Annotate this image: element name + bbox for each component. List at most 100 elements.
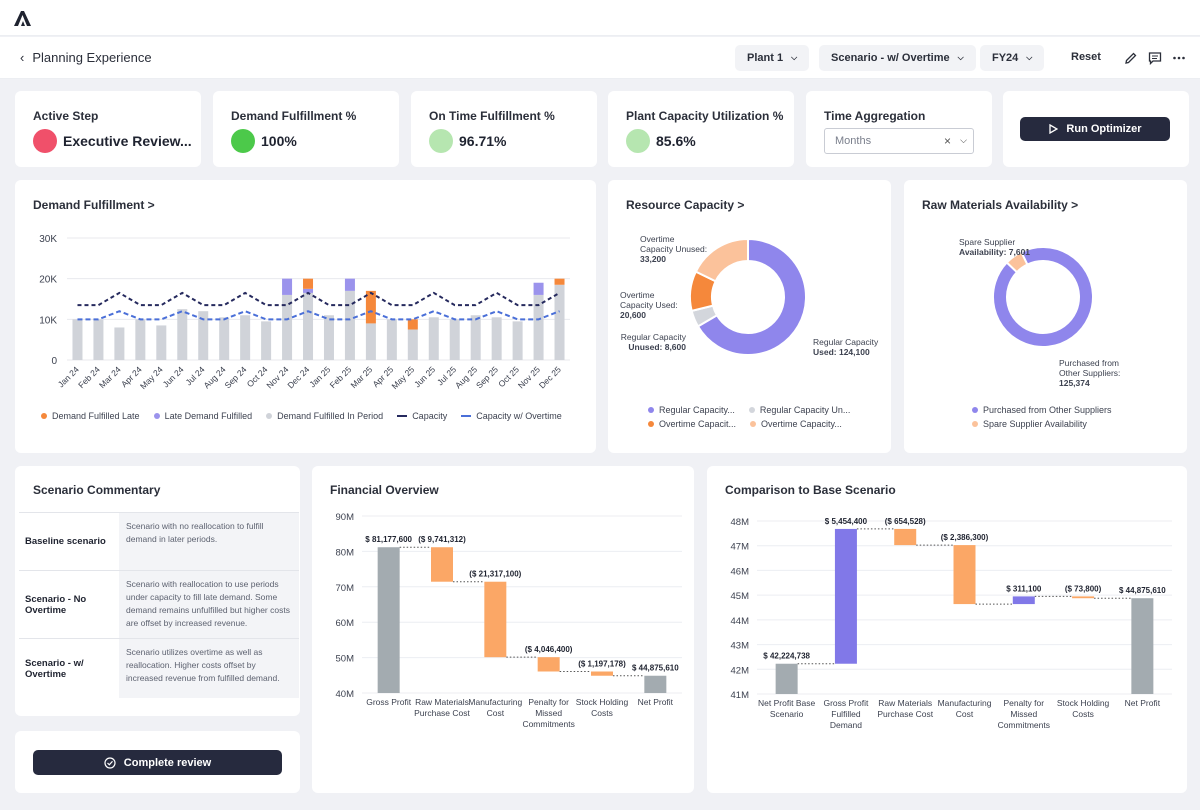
data-label: ($ 73,800): [1065, 584, 1102, 593]
x-tick-label: Penalty for: [528, 697, 569, 707]
capacity-util-value: 85.6%: [656, 133, 696, 149]
year-select[interactable]: FY24 ⌵: [980, 45, 1045, 71]
legend-marker: [648, 421, 654, 427]
chevron-down-icon[interactable]: ⌵: [960, 135, 967, 145]
legend-marker: [41, 413, 47, 419]
slice-label: Regular Capacity: [621, 332, 687, 342]
bar-in-period: [449, 319, 460, 360]
run-optimizer-button[interactable]: Run Optimizer: [1020, 117, 1170, 141]
waterfall-bar: [644, 675, 667, 693]
legend-label: Regular Capacity Un...: [759, 405, 851, 415]
complete-review-card: Complete review: [15, 731, 300, 793]
on-time-card: On Time Fulfillment % 96.71%: [411, 91, 597, 167]
legend-item[interactable]: Capacity: [397, 411, 447, 421]
legend-item[interactable]: Demand Fulfilled In Period: [266, 411, 383, 421]
x-tick-label: Costs: [1072, 709, 1094, 719]
slice-label: Overtime: [620, 290, 655, 300]
slice-label: Capacity Used:: [620, 300, 678, 310]
legend-item[interactable]: Regular Capacity...: [648, 405, 735, 415]
bar-in-period: [554, 284, 565, 360]
legend-item[interactable]: Demand Fulfilled Late: [41, 411, 140, 421]
demand-chart-legend: Demand Fulfilled Late Late Demand Fulfill…: [41, 411, 591, 421]
commentary-label: Scenario - w/ Overtime: [25, 657, 84, 680]
y-tick-label: 80M: [336, 547, 355, 558]
back-button[interactable]: ‹ Planning Experience: [20, 50, 152, 65]
card-title: Plant Capacity Utilization %: [626, 109, 784, 123]
commentary-table: Baseline scenario Scenario with no reall…: [19, 512, 299, 698]
commentary-row: Scenario - w/ Overtime Scenario utilizes…: [19, 638, 299, 698]
app-logo-icon[interactable]: [12, 9, 32, 27]
legend-item[interactable]: Purchased from Other Suppliers: [972, 405, 1172, 415]
x-tick-label: Purchase Cost: [414, 708, 470, 718]
waterfall-bar: [377, 547, 400, 693]
slice-label: Availability: 7,601: [959, 247, 1030, 257]
legend-item[interactable]: Spare Supplier Availability: [972, 419, 1172, 429]
slice-label: Used: 124,100: [813, 347, 870, 357]
resource-capacity-title[interactable]: Resource Capacity >: [626, 198, 745, 212]
waterfall-bar: [894, 528, 917, 546]
demand-fulfillment-card: Demand Fulfillment % 100%: [213, 91, 399, 167]
y-tick-label: 40M: [336, 689, 355, 700]
more-icon[interactable]: [1172, 51, 1186, 65]
bar-in-period: [365, 323, 376, 360]
scenario-select-value: Scenario - w/ Overtime: [831, 52, 950, 64]
complete-review-button[interactable]: Complete review: [33, 750, 282, 775]
active-step-card: Active Step Executive Review...: [15, 91, 201, 167]
legend-item[interactable]: Late Demand Fulfilled: [153, 411, 252, 421]
slice-label: Purchased from: [1059, 358, 1119, 368]
x-tick-label: Net Profit: [1125, 698, 1161, 708]
data-label: $ 44,875,610: [1119, 586, 1166, 595]
x-tick-label: Jun 25: [412, 364, 437, 389]
legend-item[interactable]: Regular Capacity Un...: [748, 405, 851, 415]
legend-item[interactable]: Overtime Capacit...: [648, 419, 736, 429]
reset-button[interactable]: Reset: [1071, 51, 1101, 63]
year-select-value: FY24: [992, 52, 1019, 64]
data-label: ($ 9,741,312): [418, 535, 466, 544]
bar-in-period: [303, 292, 314, 360]
legend-marker: [972, 407, 978, 413]
waterfall-bar: [775, 663, 798, 694]
legend-item[interactable]: Capacity w/ Overtime: [461, 411, 562, 421]
x-tick-label: Nov 25: [516, 364, 542, 390]
play-icon: [1049, 124, 1059, 134]
edit-icon[interactable]: [1124, 51, 1138, 65]
scenario-select[interactable]: Scenario - w/ Overtime ⌵: [819, 45, 976, 71]
page-title: Planning Experience: [32, 50, 152, 65]
legend-item[interactable]: Overtime Capacity...: [750, 419, 842, 429]
clear-icon[interactable]: ×: [943, 134, 951, 148]
comment-icon[interactable]: [1148, 51, 1162, 65]
status-dot: [33, 129, 57, 153]
x-tick-label: Feb 25: [328, 364, 354, 390]
bar-in-period: [491, 317, 502, 360]
donut-slice: [696, 237, 807, 356]
x-tick-label: Missed: [1010, 709, 1037, 719]
bar-in-period: [72, 319, 83, 360]
capacity-line: [77, 291, 561, 307]
bar-in-period: [282, 294, 293, 360]
x-tick-label: May 24: [138, 364, 165, 391]
comparison-card: Comparison to Base Scenario 41M 42M 43M 44M…: [707, 466, 1187, 793]
commentary-row: Scenario - No Overtime Scenario with rea…: [19, 570, 299, 638]
bar-in-period: [428, 317, 439, 360]
x-tick-label: Raw Materials: [878, 698, 932, 708]
plant-select[interactable]: Plant 1 ⌵: [735, 45, 810, 71]
data-label: ($ 654,528): [885, 517, 926, 526]
x-tick-label: May 25: [389, 364, 416, 391]
demand-chart-title[interactable]: Demand Fulfillment >: [33, 198, 155, 212]
legend-marker: [972, 421, 978, 427]
commentary-label: Baseline scenario: [25, 536, 106, 547]
card-title: Active Step: [33, 109, 99, 123]
x-tick-label: Mar 25: [349, 364, 375, 390]
page-header: ‹ Planning Experience Plant 1 ⌵ Scenario…: [0, 37, 1200, 79]
legend-label: Capacity w/ Overtime: [476, 411, 562, 421]
legend-label: Purchased from Other Suppliers: [983, 405, 1112, 415]
chevron-down-icon: ⌵: [1026, 53, 1033, 62]
y-tick-label: 43M: [731, 641, 750, 652]
data-label: ($ 2,386,300): [941, 533, 989, 542]
comparison-title: Comparison to Base Scenario: [725, 483, 896, 497]
legend-marker: [750, 421, 757, 427]
bar-in-period: [156, 325, 167, 360]
raw-materials-title[interactable]: Raw Materials Availability >: [922, 198, 1079, 212]
time-aggregation-select[interactable]: Months × ⌵: [824, 128, 974, 154]
